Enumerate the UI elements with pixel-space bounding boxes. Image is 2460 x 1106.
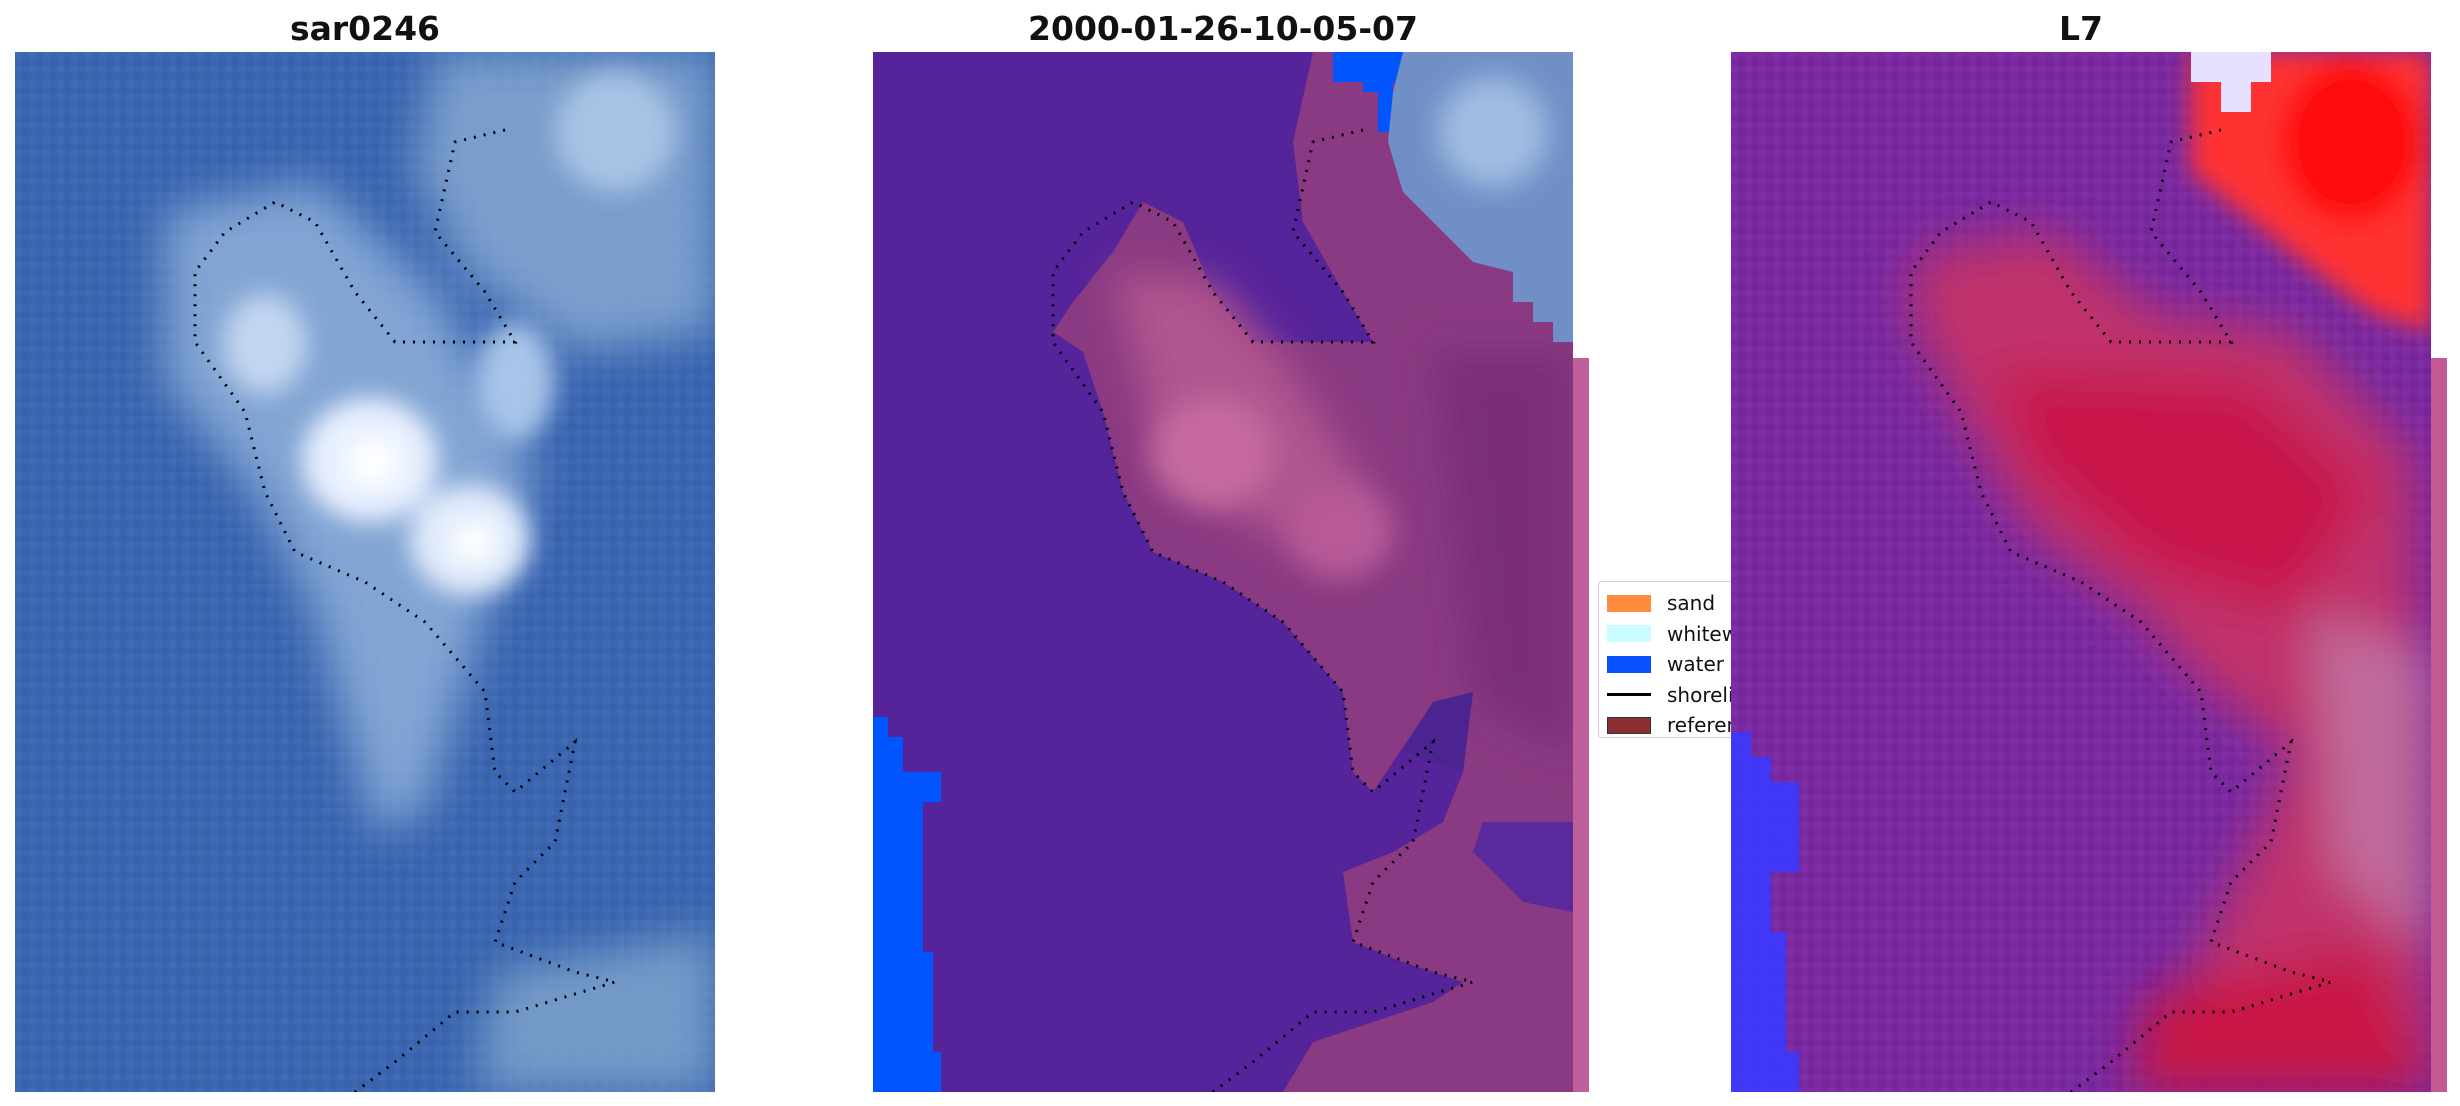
rgb-image — [15, 52, 715, 1092]
whitewater-swatch — [1607, 625, 1651, 643]
water-region-left — [873, 717, 941, 1092]
classification-panel — [873, 52, 1573, 1092]
image-edge-strip — [2431, 358, 2447, 1092]
water-swatch — [1607, 655, 1651, 673]
panel-title-rgb: sar0246 — [289, 9, 441, 48]
sand-swatch — [1607, 594, 1651, 612]
water-region-top — [1333, 52, 1403, 132]
dark-inlet-region — [1403, 692, 1473, 772]
rgb-image-panel — [15, 52, 715, 1092]
legend-item-sand: sand — [1599, 588, 1731, 619]
water-index-region — [1731, 732, 1799, 1092]
legend-label: sand — [1667, 591, 1716, 616]
reference-shoreline-swatch — [1607, 716, 1651, 734]
shoreline — [1909, 128, 2337, 1092]
shoreline — [1051, 128, 1479, 1092]
shoreline — [193, 128, 621, 1092]
panel-title-classification: 2000-01-26-10-05-07 — [1028, 9, 1418, 48]
legend-item-shoreline: shoreline — [1599, 680, 1731, 711]
legend-edge-strip — [1573, 358, 1589, 1092]
index-image — [1731, 52, 2431, 1092]
legend-label: water — [1667, 652, 1724, 677]
shoreline-swatch — [1607, 693, 1651, 697]
panel-title-index: L7 — [2059, 9, 2103, 48]
legend-item-reference-shoreline: reference shoreline — [1599, 710, 1731, 738]
legend-label: shoreline — [1667, 682, 1731, 707]
classification-image — [873, 52, 1573, 1092]
legend-label: reference shoreline — [1667, 713, 1731, 738]
index-panel — [1731, 52, 2431, 1092]
legend-item-water: water — [1599, 649, 1731, 680]
